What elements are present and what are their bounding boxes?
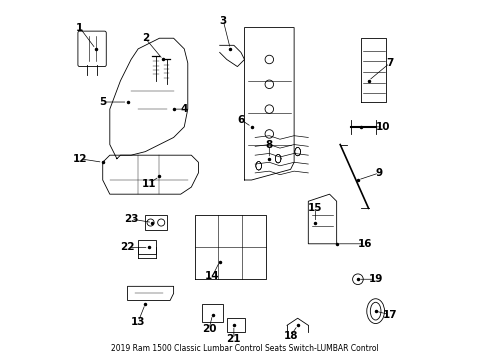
Text: 11: 11 <box>141 179 156 189</box>
Circle shape <box>147 219 154 226</box>
Polygon shape <box>127 286 173 301</box>
Text: 14: 14 <box>205 271 220 281</box>
Ellipse shape <box>369 302 380 320</box>
Text: 4: 4 <box>180 104 187 114</box>
Text: 20: 20 <box>202 324 216 334</box>
Polygon shape <box>307 194 336 244</box>
Text: 3: 3 <box>219 15 226 26</box>
Text: 1: 1 <box>76 23 83 33</box>
Text: 16: 16 <box>357 239 371 249</box>
Text: 9: 9 <box>375 168 382 178</box>
Bar <box>138 240 156 255</box>
Circle shape <box>264 105 273 113</box>
Ellipse shape <box>366 299 384 324</box>
Text: 23: 23 <box>123 214 138 224</box>
Text: 19: 19 <box>367 274 382 284</box>
Text: 8: 8 <box>265 140 272 149</box>
FancyBboxPatch shape <box>202 304 223 322</box>
Text: 2: 2 <box>142 33 148 43</box>
Bar <box>145 215 166 230</box>
Circle shape <box>264 80 273 89</box>
Text: 2019 Ram 1500 Classic Lumbar Control Seats Switch-LUMBAR Control: 2019 Ram 1500 Classic Lumbar Control Sea… <box>110 344 378 353</box>
Circle shape <box>264 55 273 64</box>
Text: 15: 15 <box>307 203 322 213</box>
Circle shape <box>157 219 164 226</box>
Text: 6: 6 <box>237 115 244 125</box>
Circle shape <box>352 274 363 284</box>
FancyBboxPatch shape <box>78 31 106 67</box>
Text: 13: 13 <box>131 317 145 327</box>
Text: 22: 22 <box>120 242 135 252</box>
Text: 7: 7 <box>386 58 393 68</box>
Text: 10: 10 <box>375 122 389 132</box>
Text: 5: 5 <box>99 97 106 107</box>
Text: 12: 12 <box>72 154 87 164</box>
Text: 18: 18 <box>283 331 297 341</box>
Text: 21: 21 <box>226 334 241 345</box>
Bar <box>226 318 244 332</box>
Text: 17: 17 <box>382 310 396 320</box>
Circle shape <box>264 130 273 138</box>
